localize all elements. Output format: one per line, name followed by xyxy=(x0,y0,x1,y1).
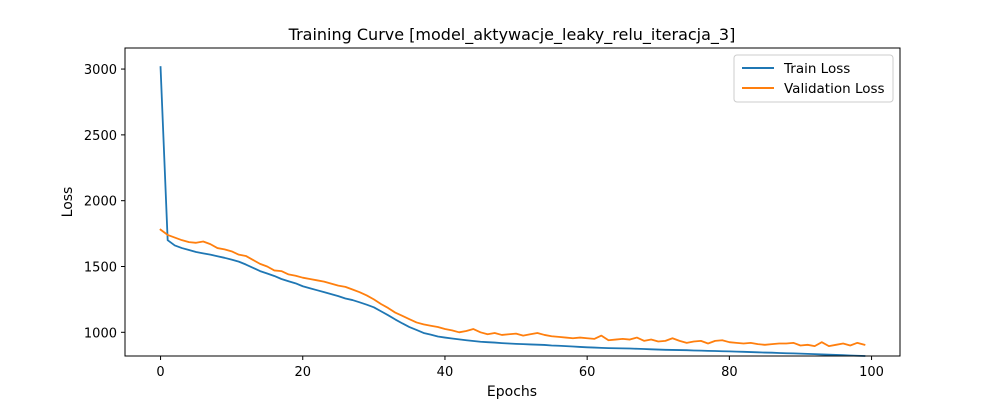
x-tick-label: 80 xyxy=(721,365,738,380)
legend-label-train-loss: Train Loss xyxy=(783,61,850,77)
x-tick-label: 60 xyxy=(579,365,596,380)
y-tick-label: 1000 xyxy=(84,326,117,341)
series-line-validation-loss xyxy=(159,228,866,348)
legend-label-validation-loss: Validation Loss xyxy=(784,81,885,97)
y-tick-label: 2000 xyxy=(84,195,117,210)
series-line-train-loss xyxy=(159,66,866,357)
x-tick-label: 40 xyxy=(437,365,454,380)
y-axis: 1000 1500 2000 2500 3000 xyxy=(84,63,125,341)
y-axis-label: Loss xyxy=(60,187,76,218)
x-axis-label: Epochs xyxy=(487,384,537,400)
plot-area xyxy=(159,66,866,357)
x-tick-label: 100 xyxy=(859,365,884,380)
x-tick-label: 20 xyxy=(294,365,311,380)
legend: Train Loss Validation Loss xyxy=(733,54,894,103)
y-tick-label: 2500 xyxy=(84,129,117,144)
axes-frame xyxy=(124,47,901,357)
y-tick-label: 3000 xyxy=(84,63,117,78)
legend-box xyxy=(733,54,894,103)
chart-title: Training Curve [model_aktywacje_leaky_re… xyxy=(288,25,736,45)
x-tick-label: 0 xyxy=(156,365,164,380)
y-tick-label: 1500 xyxy=(84,260,117,275)
x-axis: 0 20 40 60 80 100 xyxy=(156,356,884,380)
